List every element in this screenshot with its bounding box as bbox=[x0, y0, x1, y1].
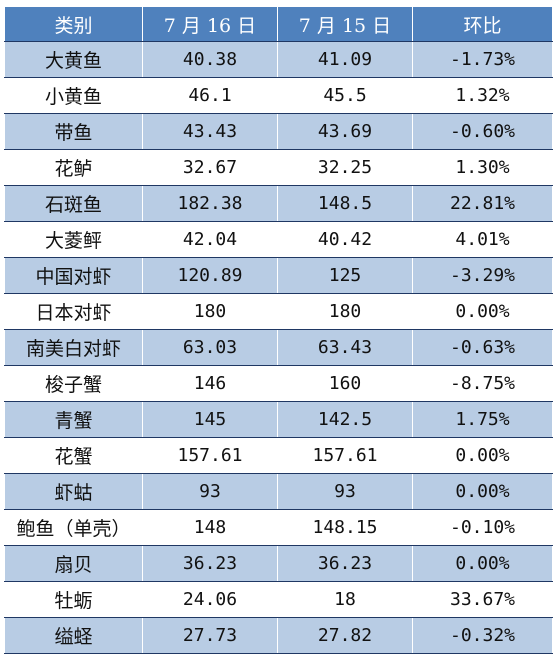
table-row: 南美白对虾 63.03 63.43 -0.63% bbox=[4, 329, 553, 366]
cell-change: -1.73% bbox=[412, 41, 553, 78]
cell-jul15: 32.25 bbox=[277, 149, 413, 186]
cell-jul16: 36.23 bbox=[142, 545, 278, 582]
cell-name: 小黄鱼 bbox=[4, 77, 143, 114]
cell-jul15: 93 bbox=[277, 473, 413, 510]
table-row: 花蟹 157.61 157.61 0.00% bbox=[4, 437, 553, 474]
cell-name: 鲍鱼（单壳） bbox=[4, 509, 143, 546]
cell-change: -0.32% bbox=[412, 617, 553, 654]
cell-name: 大黄鱼 bbox=[4, 41, 143, 78]
cell-name: 扇贝 bbox=[4, 545, 143, 582]
cell-name: 虾蛄 bbox=[4, 473, 143, 510]
cell-name: 牡蛎 bbox=[4, 581, 143, 618]
cell-jul16: 42.04 bbox=[142, 221, 278, 258]
table-row: 日本对虾 180 180 0.00% bbox=[4, 293, 553, 330]
cell-jul16: 24.06 bbox=[142, 581, 278, 618]
cell-jul15: 180 bbox=[277, 293, 413, 330]
cell-name: 石斑鱼 bbox=[4, 185, 143, 222]
cell-jul16: 148 bbox=[142, 509, 278, 546]
cell-jul15: 43.69 bbox=[277, 113, 413, 150]
cell-name: 大菱鲆 bbox=[4, 221, 143, 258]
cell-jul16: 27.73 bbox=[142, 617, 278, 654]
cell-change: 0.00% bbox=[412, 437, 553, 474]
header-category: 类别 bbox=[4, 6, 143, 42]
cell-jul16: 157.61 bbox=[142, 437, 278, 474]
cell-jul16: 43.43 bbox=[142, 113, 278, 150]
cell-jul15: 45.5 bbox=[277, 77, 413, 114]
cell-jul16: 145 bbox=[142, 401, 278, 438]
cell-jul15: 160 bbox=[277, 365, 413, 402]
cell-jul15: 148.5 bbox=[277, 185, 413, 222]
table-row: 花鲈 32.67 32.25 1.30% bbox=[4, 149, 553, 186]
cell-change: 4.01% bbox=[412, 221, 553, 258]
cell-jul16: 146 bbox=[142, 365, 278, 402]
table-row: 牡蛎 24.06 18 33.67% bbox=[4, 581, 553, 618]
cell-jul16: 182.38 bbox=[142, 185, 278, 222]
table-row: 大黄鱼 40.38 41.09 -1.73% bbox=[4, 41, 553, 78]
cell-name: 南美白对虾 bbox=[4, 329, 143, 366]
table-row: 大菱鲆 42.04 40.42 4.01% bbox=[4, 221, 553, 258]
cell-jul15: 27.82 bbox=[277, 617, 413, 654]
cell-name: 中国对虾 bbox=[4, 257, 143, 294]
cell-name: 梭子蟹 bbox=[4, 365, 143, 402]
cell-change: 22.81% bbox=[412, 185, 553, 222]
table-row: 中国对虾 120.89 125 -3.29% bbox=[4, 257, 553, 294]
table-row: 带鱼 43.43 43.69 -0.60% bbox=[4, 113, 553, 150]
header-jul16: 7 月 16 日 bbox=[142, 6, 278, 42]
cell-name: 青蟹 bbox=[4, 401, 143, 438]
cell-jul16: 32.67 bbox=[142, 149, 278, 186]
cell-jul15: 41.09 bbox=[277, 41, 413, 78]
cell-jul15: 36.23 bbox=[277, 545, 413, 582]
header-row: 类别 7 月 16 日 7 月 15 日 环比 bbox=[4, 6, 553, 42]
header-jul15: 7 月 15 日 bbox=[277, 6, 413, 42]
table-row: 扇贝 36.23 36.23 0.00% bbox=[4, 545, 553, 582]
table-row: 梭子蟹 146 160 -8.75% bbox=[4, 365, 553, 402]
cell-jul15: 40.42 bbox=[277, 221, 413, 258]
cell-jul15: 125 bbox=[277, 257, 413, 294]
table-row: 石斑鱼 182.38 148.5 22.81% bbox=[4, 185, 553, 222]
header-change: 环比 bbox=[412, 6, 553, 42]
table-row: 虾蛄 93 93 0.00% bbox=[4, 473, 553, 510]
table-body: 大黄鱼 40.38 41.09 -1.73% 小黄鱼 46.1 45.5 1.3… bbox=[4, 41, 553, 654]
seafood-price-table: 类别 7 月 16 日 7 月 15 日 环比 大黄鱼 40.38 41.09 … bbox=[4, 6, 553, 654]
cell-change: -8.75% bbox=[412, 365, 553, 402]
cell-change: -0.63% bbox=[412, 329, 553, 366]
table-row: 小黄鱼 46.1 45.5 1.32% bbox=[4, 77, 553, 114]
cell-name: 日本对虾 bbox=[4, 293, 143, 330]
cell-jul16: 46.1 bbox=[142, 77, 278, 114]
cell-name: 花蟹 bbox=[4, 437, 143, 474]
cell-jul15: 142.5 bbox=[277, 401, 413, 438]
cell-change: 0.00% bbox=[412, 473, 553, 510]
table-header: 类别 7 月 16 日 7 月 15 日 环比 bbox=[4, 6, 553, 42]
cell-name: 缢蛏 bbox=[4, 617, 143, 654]
cell-jul16: 63.03 bbox=[142, 329, 278, 366]
cell-change: 1.30% bbox=[412, 149, 553, 186]
cell-change: 0.00% bbox=[412, 293, 553, 330]
cell-change: 33.67% bbox=[412, 581, 553, 618]
cell-jul16: 93 bbox=[142, 473, 278, 510]
cell-change: -0.60% bbox=[412, 113, 553, 150]
cell-jul15: 63.43 bbox=[277, 329, 413, 366]
cell-change: 0.00% bbox=[412, 545, 553, 582]
cell-change: -3.29% bbox=[412, 257, 553, 294]
cell-change: 1.75% bbox=[412, 401, 553, 438]
cell-jul16: 180 bbox=[142, 293, 278, 330]
table-row: 鲍鱼（单壳） 148 148.15 -0.10% bbox=[4, 509, 553, 546]
cell-jul15: 18 bbox=[277, 581, 413, 618]
cell-jul16: 40.38 bbox=[142, 41, 278, 78]
cell-jul15: 148.15 bbox=[277, 509, 413, 546]
cell-change: -0.10% bbox=[412, 509, 553, 546]
cell-name: 带鱼 bbox=[4, 113, 143, 150]
cell-jul16: 120.89 bbox=[142, 257, 278, 294]
cell-change: 1.32% bbox=[412, 77, 553, 114]
cell-jul15: 157.61 bbox=[277, 437, 413, 474]
cell-name: 花鲈 bbox=[4, 149, 143, 186]
table-row: 缢蛏 27.73 27.82 -0.32% bbox=[4, 617, 553, 654]
table-row: 青蟹 145 142.5 1.75% bbox=[4, 401, 553, 438]
